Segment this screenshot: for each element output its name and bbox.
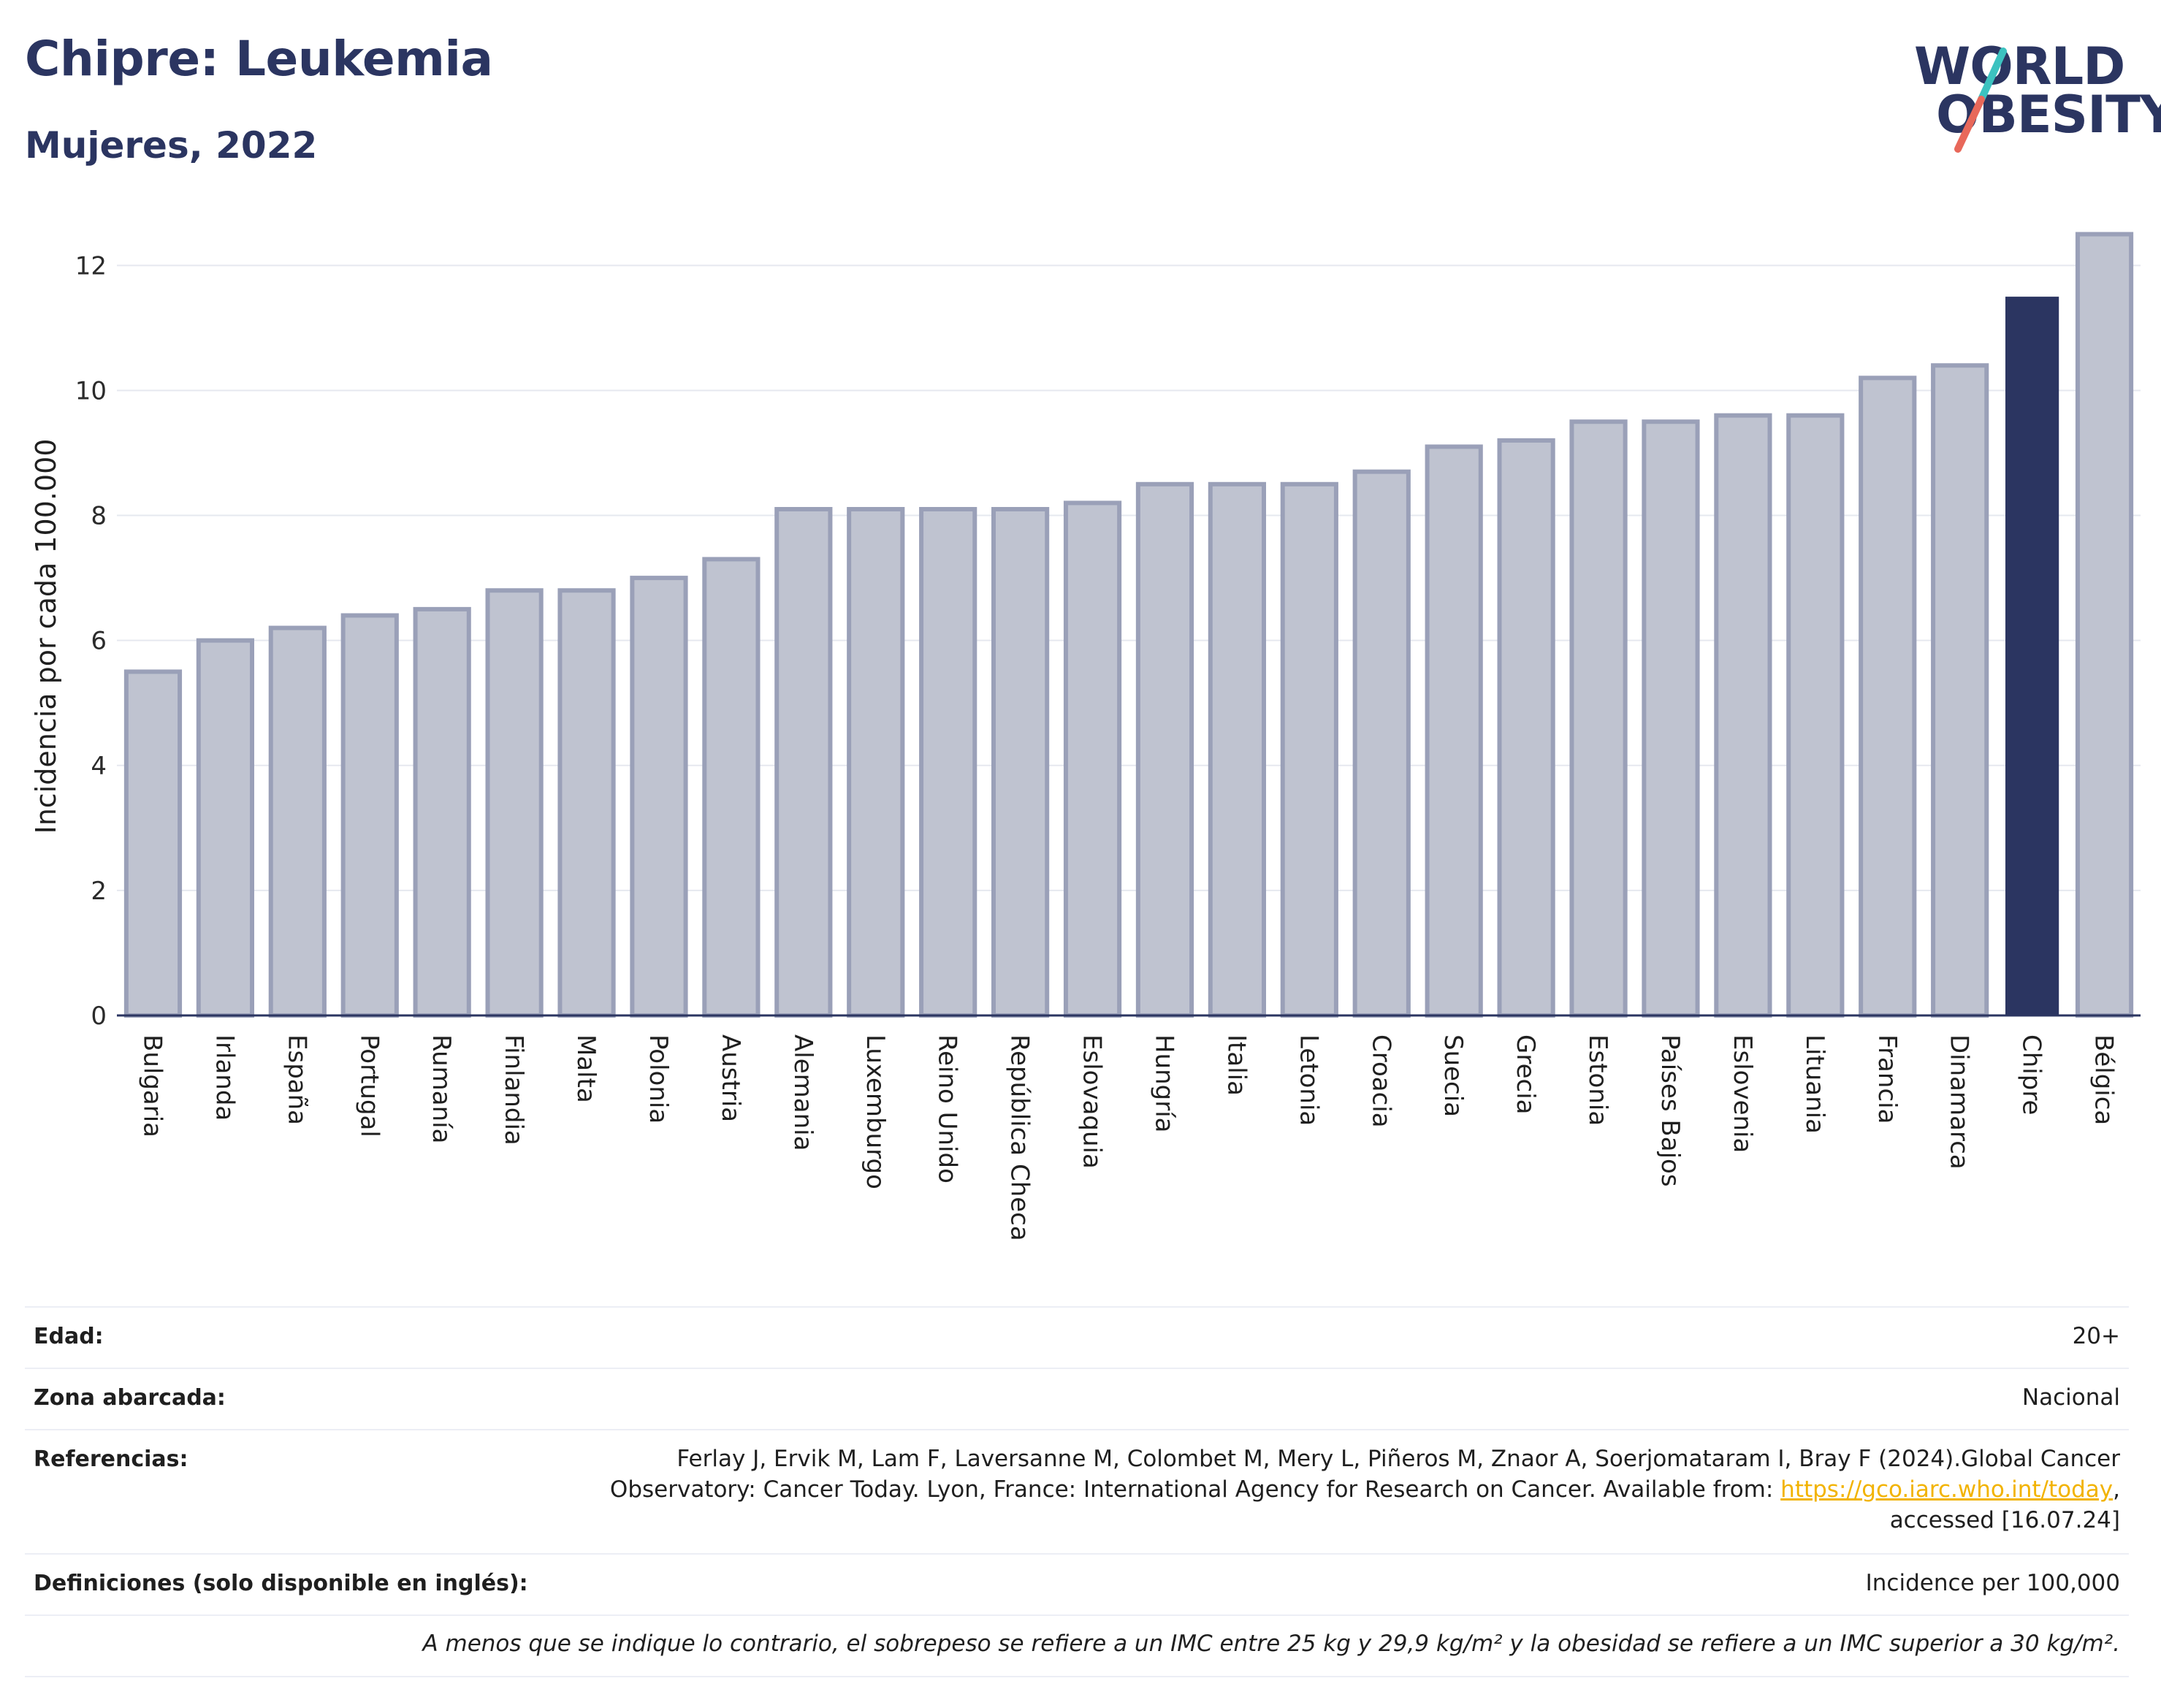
zona-value: Nacional [2021,1384,2120,1411]
bar-estonia [1569,419,1628,1018]
x-tick-label: Eslovaquia [1078,1034,1107,1169]
bar-finlandia [485,588,544,1018]
bar-polonia [630,576,688,1018]
info-row-zona: Zona abarcada: Nacional [25,1368,2129,1429]
x-tick-label: Grecia [1511,1034,1540,1114]
bar-bélgica [2075,232,2134,1018]
y-axis-ticks: 0 2 4 6 8 10 12 [75,251,107,1031]
footnote: A menos que se indique lo contrario, el … [422,1631,2120,1657]
y-tick-label: 4 [91,752,107,781]
bar-rumanía [413,606,471,1018]
world-obesity-logo: WORLD OBESITY [1907,35,2161,159]
x-axis-ticks: Bulgaria Irlanda España Portugal Rumanía Finl… [137,1034,2118,1241]
ref-line-1: Ferlay J, Ervik M, Lam F, Laversanne M, … [676,1446,2120,1472]
logo-word-world: WORLD [1914,37,2125,96]
bar-eslovenia [1714,413,1772,1018]
bar-alemania [774,507,833,1018]
info-row-definiciones: Definiciones (solo disponible en inglés)… [25,1553,2129,1614]
bar-austria [702,557,761,1018]
y-tick-label: 6 [91,627,107,656]
bar-italia [1208,481,1266,1018]
x-tick-label: República Checa [1005,1034,1034,1241]
definiciones-label: Definiciones (solo disponible en inglés)… [34,1571,528,1596]
bar-reino-unido [919,507,977,1018]
y-axis-label: Incidencia por cada 100.000 [30,438,62,834]
x-tick-label: Letonia [1294,1034,1323,1126]
y-tick-label: 0 [91,1002,107,1031]
bar-dinamarca [1931,363,1989,1018]
bar-bulgaria [123,669,183,1018]
x-tick-label: Estonia [1583,1034,1612,1126]
bar-eslovaquia [1063,500,1122,1018]
x-tick-label: Francia [1872,1034,1902,1124]
bar-países-bajos [1642,419,1700,1018]
x-tick-label: Alemania [788,1034,817,1151]
x-tick-label: España [282,1034,311,1125]
bar-luxemburgo [847,507,905,1018]
x-tick-label: Bulgaria [137,1034,167,1137]
bar-grecia [1497,438,1555,1018]
ref-line-2: Observatory: Cancer Today. Lyon, France:… [610,1474,2120,1505]
bar-chart: 0 2 4 6 8 10 12 Bulgaria Irlanda España Portugal R… [30,232,2141,1241]
x-tick-label: Italia [1221,1034,1251,1096]
bar-letonia [1280,481,1338,1018]
x-tick-label: Lituania [1800,1034,1829,1134]
bar-irlanda [196,638,254,1018]
bar-portugal [340,613,399,1018]
referencias-label: Referencias: [34,1446,188,1472]
bars [123,232,2134,1018]
x-tick-label: Eslovenia [1728,1034,1757,1153]
bar-chipre [2005,297,2059,1016]
x-tick-label: Austria [716,1034,745,1122]
zona-label: Zona abarcada: [34,1385,226,1411]
edad-label: Edad: [34,1324,104,1349]
bar-hungría [1135,481,1194,1018]
x-tick-label: Chipre [2017,1034,2046,1115]
logo-slash-icon [1954,47,2007,153]
y-tick-label: 2 [91,877,107,906]
x-tick-label: Irlanda [210,1034,239,1121]
x-tick-label: Malta [571,1034,601,1103]
ref-line-3: accessed [16.07.24] [1889,1507,2120,1533]
bar-suecia [1425,444,1483,1018]
x-tick-label: Países Bajos [1655,1034,1685,1187]
page-title: Chipre: Leukemia [25,31,493,87]
bar-lituania [1786,413,1845,1018]
x-tick-label: Polonia [644,1034,673,1124]
y-tick-label: 12 [75,251,107,281]
x-tick-label: Rumanía [427,1034,456,1143]
ref-line-2-comma: , [2113,1476,2120,1503]
ref-line-2-text: Observatory: Cancer Today. Lyon, France:… [609,1476,1781,1503]
bar-croacia [1352,469,1411,1018]
info-row-referencias: Referencias: Ferlay J, Ervik M, Lam F, L… [25,1429,2129,1553]
info-table: Edad: 20+ Zona abarcada: Nacional Refere… [25,1306,2129,1677]
bar-república-checa [991,507,1050,1018]
x-tick-label: Bélgica [2089,1034,2119,1125]
x-tick-label: Dinamarca [1945,1034,1974,1170]
bar-francia [1859,375,1917,1018]
info-row-edad: Edad: 20+ [25,1306,2129,1368]
edad-value: 20+ [2072,1323,2120,1349]
x-tick-label: Croacia [1366,1034,1395,1128]
referencias-value: Ferlay J, Ervik M, Lam F, Laversanne M, … [610,1444,2120,1536]
x-tick-label: Luxemburgo [861,1034,890,1189]
x-tick-label: Reino Unido [933,1034,962,1183]
bar-españa [268,625,327,1018]
page-subtitle: Mujeres, 2022 [25,124,318,167]
y-tick-label: 10 [75,376,107,405]
x-tick-label: Finlandia [499,1034,528,1145]
x-tick-label: Portugal [354,1034,384,1137]
x-tick-label: Suecia [1438,1034,1468,1117]
info-row-note: A menos que se indique lo contrario, el … [25,1614,2129,1677]
definiciones-value: Incidence per 100,000 [1865,1570,2120,1596]
bar-malta [557,588,616,1018]
x-tick-label: Hungría [1149,1034,1178,1133]
y-tick-label: 8 [91,502,107,531]
reference-link[interactable]: https://gco.iarc.who.int/today [1780,1476,2114,1503]
